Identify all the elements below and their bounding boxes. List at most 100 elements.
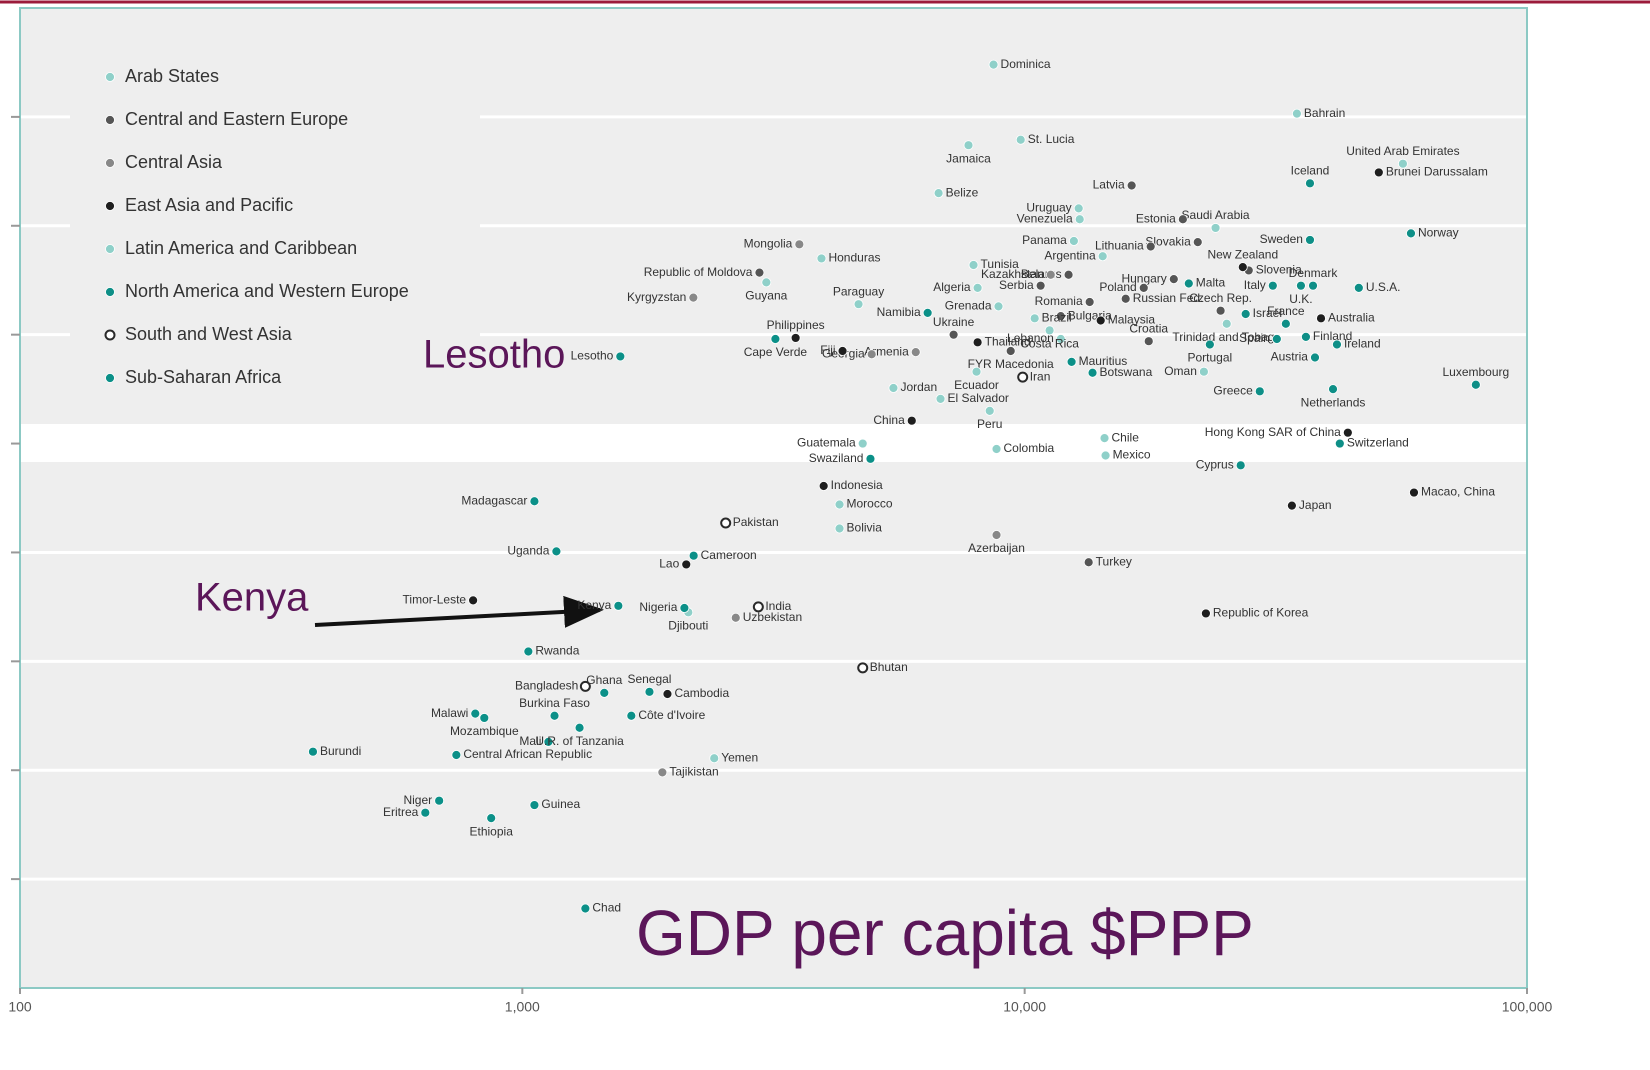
point (1398, 158, 1408, 169)
point-label: Ghana (586, 673, 622, 687)
point (1055, 311, 1066, 322)
point-label: Azerbaijan (968, 541, 1025, 555)
point (818, 481, 829, 491)
point (754, 267, 765, 278)
point-label: Botswana (1100, 365, 1153, 379)
point (470, 708, 481, 719)
point-label: Israel (1253, 306, 1282, 320)
point-label: Denmark (1289, 266, 1339, 280)
point (1267, 280, 1278, 291)
point-label: Chad (592, 901, 621, 915)
point (1254, 386, 1265, 397)
point-label: Cambodia (674, 686, 729, 700)
annotation: GDP per capita $PPP (636, 897, 1254, 969)
point (1215, 305, 1226, 316)
point (679, 603, 690, 613)
point-label: Senegal (627, 672, 671, 686)
point-label: Australia (1328, 311, 1375, 325)
point-label: Uzbekistan (743, 610, 802, 624)
point (865, 453, 876, 464)
point-label: Grenada (945, 299, 992, 313)
point-label: Burkina Faso (519, 696, 590, 710)
x-tick-label: 10,000 (1003, 999, 1046, 1015)
point (1005, 346, 1016, 356)
point (580, 903, 591, 914)
point (1305, 178, 1315, 189)
point-label: Hungary (1121, 271, 1166, 285)
point-label: Italy (1244, 278, 1266, 292)
point (1192, 237, 1203, 248)
point (1095, 315, 1106, 326)
point-label: Portugal (1188, 351, 1233, 365)
point (1074, 214, 1085, 225)
point (1296, 280, 1306, 291)
point (599, 688, 610, 698)
point-label: Czech Rep. (1189, 291, 1252, 305)
point-label: Greece (1213, 383, 1253, 397)
point-label: Indonesia (831, 478, 883, 492)
legend-marker (105, 158, 115, 168)
point (529, 800, 540, 810)
point-label: Jordan (900, 380, 937, 394)
point (1035, 280, 1046, 291)
legend-label: Latin America and Caribbean (125, 238, 357, 258)
point (922, 307, 933, 318)
point-label: Central African Republic (463, 747, 592, 761)
point (688, 292, 699, 303)
point (1177, 214, 1188, 225)
legend-marker (105, 72, 115, 82)
point (1100, 450, 1111, 461)
point (991, 530, 1002, 540)
point-label: St. Lucia (1028, 132, 1075, 146)
legend-label: Central Asia (125, 152, 223, 172)
point (574, 722, 585, 733)
point (1200, 608, 1211, 619)
point-label: Slovakia (1145, 234, 1191, 248)
point (1328, 384, 1338, 395)
point-label: Brunei Darussalam (1386, 165, 1488, 179)
point-label: Venezuela (1017, 211, 1073, 225)
point (1168, 274, 1179, 285)
point-label: New Zealand (1207, 247, 1278, 261)
point (1334, 438, 1345, 449)
point-label: Turkey (1096, 554, 1132, 568)
point-label: Latvia (1093, 178, 1125, 192)
point-label: Uruguay (1026, 201, 1071, 215)
point (1183, 278, 1194, 289)
point-label: Bhutan (870, 660, 908, 674)
point (770, 334, 781, 344)
point-label: Hong Kong SAR of China (1205, 425, 1341, 439)
point-label: Croatia (1129, 321, 1168, 335)
point (834, 523, 845, 534)
point (1126, 180, 1137, 191)
point-label: Tunisia (981, 257, 1020, 271)
point-label: U.K. (1289, 292, 1312, 306)
point (1138, 282, 1149, 293)
point-label: India (765, 599, 791, 613)
legend-marker (105, 201, 115, 211)
point-label: Morocco (847, 497, 893, 511)
point-label: Yemen (721, 750, 758, 764)
point-label: Rwanda (535, 644, 579, 658)
point-label: Guatemala (797, 436, 856, 450)
x-tick-label: 100,000 (1502, 999, 1553, 1015)
point-label: Norway (1418, 226, 1459, 240)
band (21, 424, 1526, 462)
point (888, 383, 899, 393)
point (971, 366, 982, 377)
point-label: Ethiopia (470, 824, 514, 838)
point (1470, 379, 1481, 390)
point-label: Djibouti (668, 619, 708, 633)
point (730, 612, 741, 623)
point (972, 337, 983, 348)
point (1308, 280, 1318, 291)
point-label: Timor-Leste (403, 593, 467, 607)
point-label: Tajikistan (669, 765, 718, 779)
point-label: Namibia (877, 305, 921, 319)
point (644, 686, 655, 697)
point-label: Estonia (1136, 211, 1176, 225)
point (1221, 318, 1232, 329)
point-label: Lithuania (1095, 239, 1144, 253)
point (1235, 460, 1246, 471)
point (549, 710, 560, 721)
